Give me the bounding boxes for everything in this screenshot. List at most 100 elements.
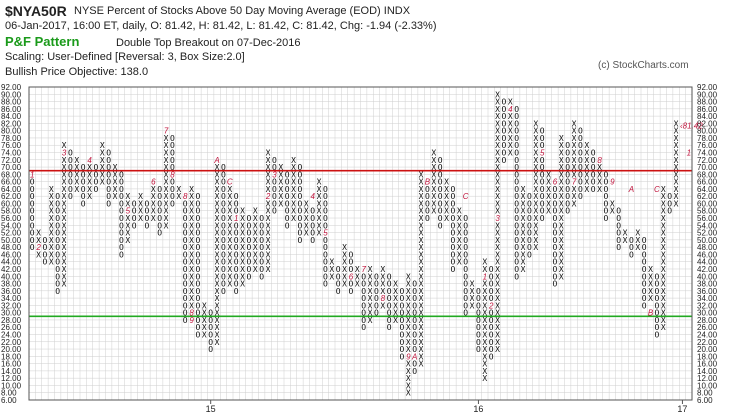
pf-x-box: X <box>521 199 526 208</box>
pf-x-box: X <box>495 112 500 121</box>
pf-x-box: X <box>521 250 526 259</box>
pf-o-box: O <box>221 272 226 281</box>
pf-x-box: X <box>482 360 487 369</box>
pf-o-box: O <box>553 221 558 230</box>
pf-o-box: O <box>285 207 290 216</box>
pf-o-box: O <box>591 156 596 165</box>
pf-x-box: X <box>227 250 232 259</box>
pf-o-box: O <box>68 156 73 165</box>
pf-x-box: X <box>291 192 296 201</box>
pf-o-box: O <box>323 199 328 208</box>
pf-o-box: O <box>183 309 188 318</box>
pf-o-box: O <box>451 250 456 259</box>
pf-o-box: O <box>463 301 468 310</box>
pf-x-box: X <box>661 309 666 318</box>
y-tick-label-right: 6.00 <box>697 396 713 405</box>
pf-x-box: X <box>508 149 513 158</box>
pf-o-box: O <box>196 280 201 289</box>
pf-x-box: X <box>559 258 564 267</box>
pf-x-box: X <box>266 170 271 179</box>
pf-x-box: X <box>482 330 487 339</box>
pf-o-box: O <box>119 178 124 187</box>
pf-o-box: O <box>81 192 86 201</box>
y-tick-label-left: 14.00 <box>1 367 22 376</box>
pf-o-box: O <box>119 229 124 238</box>
y-tick-label-right: 88.00 <box>697 98 718 107</box>
pf-o-box: O <box>234 199 239 208</box>
pf-x-box: X <box>508 127 513 136</box>
pf-x-box: X <box>227 258 232 267</box>
pf-o-box: O <box>616 221 621 230</box>
pf-x-box: X <box>661 258 666 267</box>
pf-x-box: X <box>253 243 258 252</box>
pf-o-box: O <box>247 214 252 223</box>
pf-x-box: X <box>419 345 424 354</box>
pf-o-box: O <box>463 236 468 245</box>
y-tick-label-left: 42.00 <box>1 265 22 274</box>
pf-o-box: O <box>196 316 201 325</box>
pf-x-box: X <box>215 323 220 332</box>
month-marker: 4 <box>508 105 513 114</box>
pf-o-box: O <box>374 287 379 296</box>
pf-x-box: X <box>533 134 538 143</box>
pf-x-box: X <box>419 243 424 252</box>
pf-x-box: X <box>164 156 169 165</box>
pf-o-box: O <box>604 185 609 194</box>
month-marker: 1 <box>483 272 487 281</box>
pf-x-box: X <box>49 185 54 194</box>
pf-o-box: O <box>30 185 35 194</box>
pf-o-box: O <box>553 258 558 267</box>
pf-x-box: X <box>406 287 411 296</box>
pf-o-box: O <box>272 185 277 194</box>
x-tick-label: 16 <box>473 404 483 414</box>
pf-x-box: X <box>215 243 220 252</box>
pf-x-box: X <box>87 170 92 179</box>
pf-o-box: O <box>285 185 290 194</box>
pf-x-box: X <box>100 149 105 158</box>
pf-o-box: O <box>132 221 137 230</box>
pf-o-box: O <box>106 163 111 172</box>
pf-x-box: X <box>176 192 181 201</box>
pf-x-box: X <box>533 156 538 165</box>
pf-x-box: X <box>125 229 130 238</box>
pf-o-box: O <box>298 170 303 179</box>
pf-o-box: O <box>145 207 150 216</box>
pf-x-box: X <box>470 280 475 289</box>
pf-x-box: X <box>419 294 424 303</box>
pf-o-box: O <box>285 170 290 179</box>
pf-x-box: X <box>125 221 130 230</box>
y-tick-label-left: 92.00 <box>1 83 22 92</box>
y-tick-label-right: 80.00 <box>697 127 718 136</box>
pf-x-box: X <box>215 294 220 303</box>
pf-o-box: O <box>55 280 60 289</box>
pf-o-box: O <box>68 149 73 158</box>
pf-x-box: X <box>533 185 538 194</box>
pf-x-box: X <box>189 287 194 296</box>
pf-x-box: X <box>368 287 373 296</box>
pf-o-box: O <box>43 250 48 259</box>
pf-o-box: O <box>438 170 443 179</box>
pf-o-box: O <box>463 287 468 296</box>
pf-x-box: X <box>189 236 194 245</box>
pf-o-box: O <box>361 316 366 325</box>
pf-o-box: O <box>336 287 341 296</box>
pf-o-box: O <box>604 214 609 223</box>
pf-o-box: O <box>285 178 290 187</box>
pf-o-box: O <box>489 280 494 289</box>
pf-x-box: X <box>661 294 666 303</box>
month-marker: 2 <box>35 243 41 252</box>
pf-o-box: O <box>451 236 456 245</box>
y-tick-label-left: 44.00 <box>1 258 22 267</box>
pf-x-box: X <box>202 316 207 325</box>
pf-o-box: O <box>463 294 468 303</box>
pf-x-box: X <box>559 149 564 158</box>
pf-o-box: O <box>629 236 634 245</box>
pf-x-box: X <box>100 156 105 165</box>
pf-x-box: X <box>419 236 424 245</box>
pf-x-box: X <box>138 214 143 223</box>
pf-o-box: O <box>285 192 290 201</box>
pf-x-box: X <box>559 170 564 179</box>
month-marker: 2 <box>488 301 494 310</box>
pf-x-box: X <box>521 214 526 223</box>
pf-o-box: O <box>616 207 621 216</box>
